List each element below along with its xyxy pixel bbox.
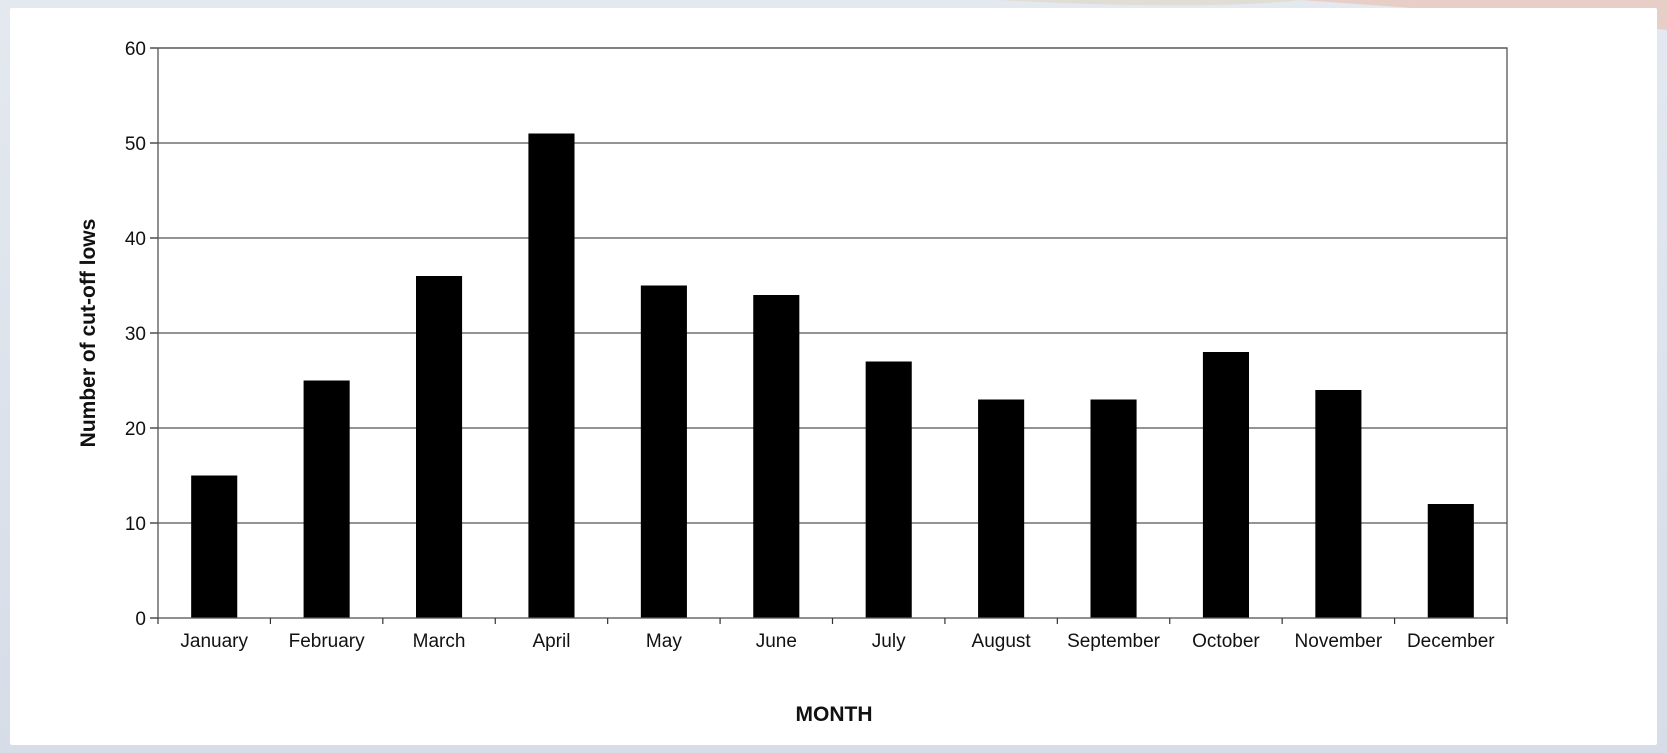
bar-march (415, 276, 463, 618)
x-tick-label: February (289, 631, 366, 652)
bar-july (865, 361, 912, 618)
y-tick-label: 0 (135, 609, 146, 630)
x-tick-label: September (1067, 631, 1161, 652)
gridlines (158, 47, 1507, 524)
x-tick-label: October (1192, 631, 1260, 652)
x-tick-label: March (413, 631, 466, 652)
x-axis-title: MONTH (796, 703, 873, 726)
bar-october (1202, 352, 1250, 618)
bars (191, 133, 1474, 618)
y-tick-label: 20 (125, 419, 146, 440)
bar-june (753, 295, 800, 618)
x-tick-label: August (972, 631, 1032, 652)
bar-may (640, 285, 687, 618)
y-tick-label: 30 (125, 324, 146, 345)
axes (150, 47, 1508, 624)
bar-august (978, 399, 1025, 618)
y-axis-title: Number of cut-off lows (77, 219, 100, 448)
chart-panel (10, 8, 1657, 745)
x-tick-label: January (180, 631, 248, 652)
x-tick-label: December (1407, 631, 1495, 652)
x-tick-label: April (532, 631, 570, 652)
bar-december (1427, 504, 1474, 618)
x-tick-label: June (756, 631, 797, 652)
y-tick-label: 10 (125, 514, 146, 535)
y-tick-label: 40 (125, 229, 146, 250)
x-tick-label: November (1295, 631, 1383, 652)
x-tick-label: July (872, 631, 906, 652)
bar-february (303, 380, 350, 618)
bar-september (1090, 399, 1137, 618)
bar-april (528, 133, 575, 618)
bar-january (191, 475, 238, 618)
x-tick-label: May (646, 631, 682, 652)
labels: 0 10 20 30 40 50 60 January February March April Ma… (125, 39, 1495, 652)
y-tick-label: 60 (125, 39, 146, 60)
y-tick-label: 50 (125, 134, 146, 155)
bar-november (1315, 390, 1362, 618)
